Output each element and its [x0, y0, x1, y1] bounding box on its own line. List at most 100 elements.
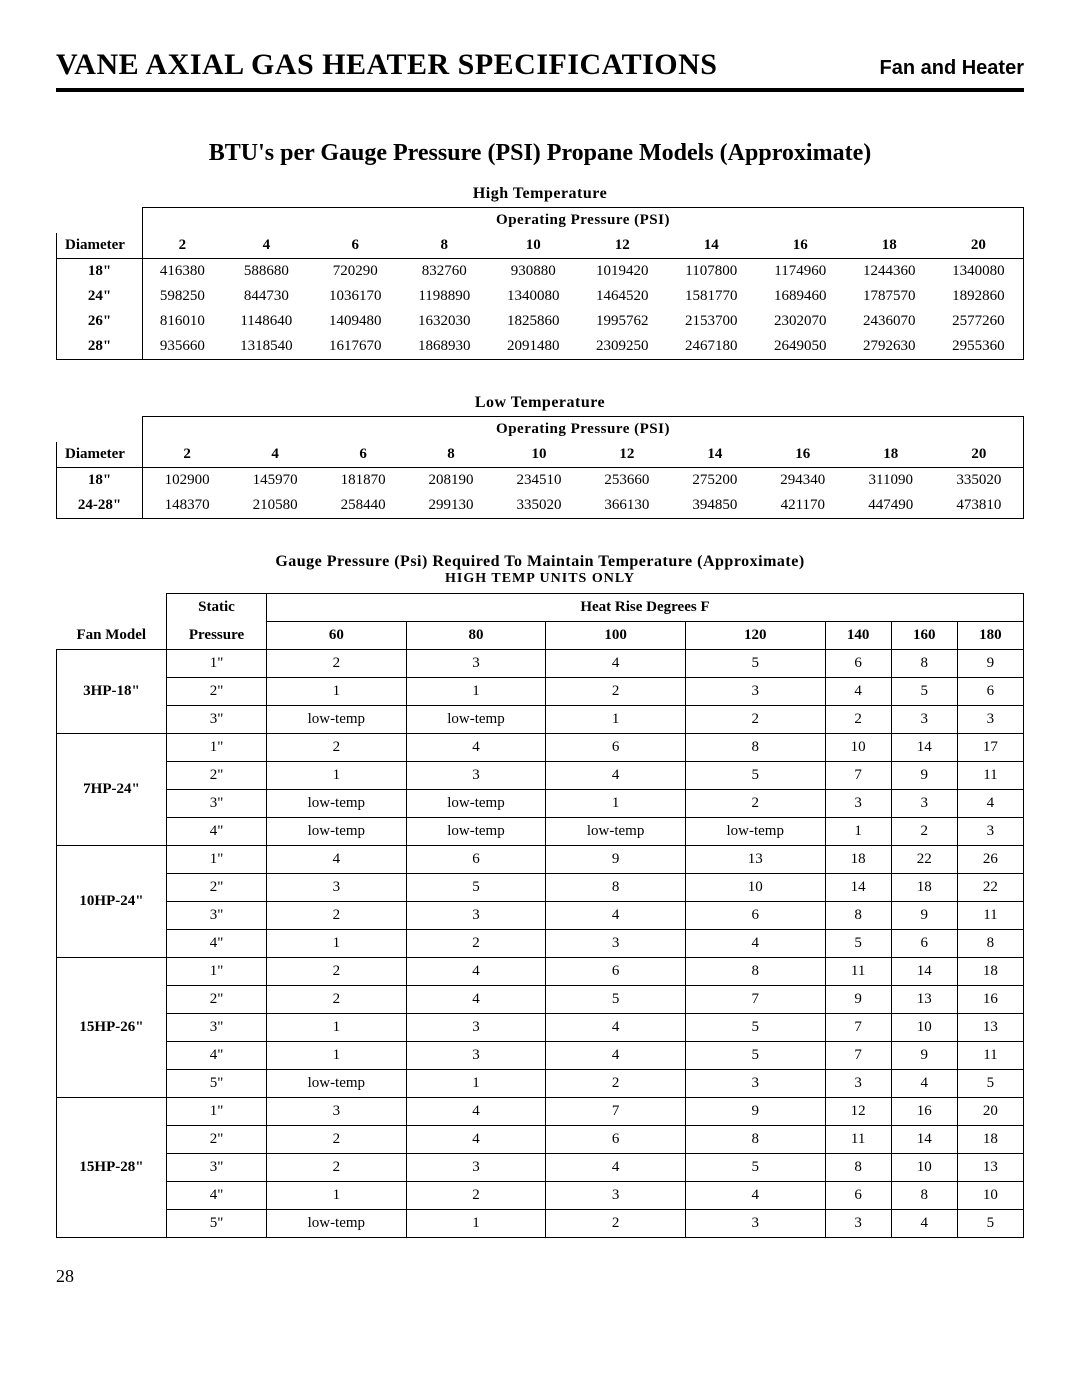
gauge-value-cell: 5	[685, 762, 825, 790]
gauge-value-cell: 4	[267, 846, 407, 874]
btu-cell: 2467180	[667, 334, 756, 360]
gauge-value-cell: 10	[685, 874, 825, 902]
static-pressure-cell: 1"	[167, 958, 267, 986]
heat-rise-header: Heat Rise Degrees F	[267, 594, 1024, 622]
fan-model-cell: 15HP-26"	[57, 958, 167, 1098]
btu-cell: 1318540	[222, 334, 311, 360]
btu-cell: 148370	[143, 493, 232, 519]
gauge-value-cell: 13	[957, 1014, 1023, 1042]
gauge-value-cell: 3	[825, 1070, 891, 1098]
btu-cell: 2955360	[934, 334, 1024, 360]
static-pressure-cell: 2"	[167, 1126, 267, 1154]
gauge-value-cell: low-temp	[406, 706, 546, 734]
gauge-value-cell: 8	[891, 650, 957, 678]
diameter-header: Diameter	[57, 233, 143, 259]
static-pressure-cell: 5"	[167, 1070, 267, 1098]
btu-cell: 844730	[222, 284, 311, 309]
static-pressure-header2: Pressure	[167, 622, 267, 650]
gauge-value-cell: 1	[406, 678, 546, 706]
gauge-value-cell: 9	[546, 846, 686, 874]
static-pressure-cell: 2"	[167, 762, 267, 790]
degree-header: 180	[957, 622, 1023, 650]
gauge-value-cell: 3	[267, 1098, 407, 1126]
static-pressure-cell: 4"	[167, 1182, 267, 1210]
btu-cell: 1409480	[311, 309, 400, 334]
gauge-value-cell: low-temp	[406, 818, 546, 846]
gauge-value-cell: 5	[957, 1070, 1023, 1098]
psi-header: 14	[667, 233, 756, 259]
gauge-value-cell: 2	[267, 650, 407, 678]
gauge-value-cell: 6	[546, 1126, 686, 1154]
gauge-table: Fan ModelStaticHeat Rise Degrees FPressu…	[56, 593, 1024, 1238]
gauge-value-cell: 2	[267, 902, 407, 930]
gauge-value-cell: 7	[546, 1098, 686, 1126]
psi-header: 14	[671, 442, 759, 468]
gauge-value-cell: 4	[546, 1042, 686, 1070]
gauge-caption: Gauge Pressure (Psi) Required To Maintai…	[56, 553, 1024, 571]
gauge-value-cell: 14	[891, 734, 957, 762]
gauge-value-cell: low-temp	[406, 790, 546, 818]
psi-header: 18	[847, 442, 935, 468]
gauge-value-cell: 3	[406, 1154, 546, 1182]
gauge-value-cell: 3	[891, 790, 957, 818]
gauge-value-cell: 20	[957, 1098, 1023, 1126]
gauge-value-cell: 5	[891, 678, 957, 706]
static-pressure-cell: 1"	[167, 846, 267, 874]
gauge-value-cell: 1	[267, 1182, 407, 1210]
gauge-value-cell: 6	[685, 902, 825, 930]
gauge-value-cell: 13	[957, 1154, 1023, 1182]
gauge-value-cell: 11	[825, 958, 891, 986]
gauge-value-cell: 8	[825, 1154, 891, 1182]
gauge-value-cell: 5	[546, 986, 686, 1014]
gauge-value-cell: 8	[685, 1126, 825, 1154]
gauge-value-cell: 11	[957, 1042, 1023, 1070]
gauge-value-cell: 8	[685, 958, 825, 986]
static-pressure-cell: 1"	[167, 734, 267, 762]
gauge-value-cell: 7	[825, 1042, 891, 1070]
gauge-value-cell: 13	[891, 986, 957, 1014]
btu-cell: 299130	[407, 493, 495, 519]
gauge-value-cell: 3	[685, 1210, 825, 1238]
gauge-value-cell: low-temp	[267, 818, 407, 846]
gauge-value-cell: 22	[957, 874, 1023, 902]
gauge-value-cell: 6	[891, 930, 957, 958]
gauge-value-cell: 2	[406, 1182, 546, 1210]
gauge-value-cell: 2	[267, 734, 407, 762]
psi-header: 12	[583, 442, 671, 468]
diameter-cell: 28"	[57, 334, 143, 360]
gauge-value-cell: 1	[267, 930, 407, 958]
gauge-value-cell: 10	[891, 1014, 957, 1042]
btu-cell: 1340080	[489, 284, 578, 309]
gauge-value-cell: 4	[406, 1098, 546, 1126]
btu-cell: 1464520	[578, 284, 667, 309]
btu-cell: 816010	[143, 309, 222, 334]
gauge-value-cell: 18	[957, 958, 1023, 986]
static-pressure-cell: 3"	[167, 706, 267, 734]
gauge-value-cell: 5	[685, 650, 825, 678]
gauge-value-cell: 3	[406, 762, 546, 790]
header-title: VANE AXIAL GAS HEATER SPECIFICATIONS	[56, 48, 718, 82]
btu-cell: 720290	[311, 259, 400, 285]
static-pressure-cell: 2"	[167, 986, 267, 1014]
psi-header: 20	[935, 442, 1024, 468]
gauge-value-cell: low-temp	[267, 790, 407, 818]
fan-model-cell: 10HP-24"	[57, 846, 167, 958]
gauge-value-cell: 17	[957, 734, 1023, 762]
psi-header: 16	[756, 233, 845, 259]
psi-header: 2	[143, 442, 232, 468]
gauge-value-cell: 4	[685, 930, 825, 958]
psi-header: 16	[759, 442, 847, 468]
gauge-value-cell: 6	[957, 678, 1023, 706]
fan-model-cell: 3HP-18"	[57, 650, 167, 734]
gauge-value-cell: 13	[685, 846, 825, 874]
psi-header: 10	[495, 442, 583, 468]
gauge-value-cell: 18	[891, 874, 957, 902]
gauge-value-cell: 5	[957, 1210, 1023, 1238]
btu-cell: 210580	[231, 493, 319, 519]
btu-cell: 588680	[222, 259, 311, 285]
static-pressure-cell: 4"	[167, 818, 267, 846]
gauge-value-cell: 10	[825, 734, 891, 762]
gauge-value-cell: 4	[891, 1070, 957, 1098]
gauge-value-cell: 8	[546, 874, 686, 902]
gauge-value-cell: 7	[825, 1014, 891, 1042]
